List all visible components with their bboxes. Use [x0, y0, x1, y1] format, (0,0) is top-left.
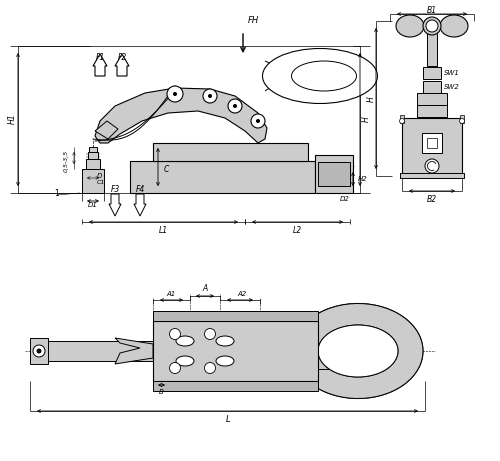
Circle shape — [251, 114, 265, 128]
Text: B1: B1 — [427, 6, 437, 16]
Polygon shape — [318, 325, 398, 377]
Polygon shape — [134, 194, 146, 216]
Text: F2: F2 — [118, 53, 126, 63]
Bar — [88, 152, 98, 159]
Ellipse shape — [293, 303, 423, 398]
Bar — [423, 81, 441, 93]
Bar — [40, 341, 155, 361]
Bar — [402, 118, 462, 176]
Text: L1: L1 — [158, 226, 168, 235]
Text: F3: F3 — [110, 184, 120, 194]
Bar — [153, 321, 318, 381]
Text: H: H — [366, 96, 376, 102]
Ellipse shape — [292, 61, 356, 91]
Bar — [427, 24, 437, 66]
Text: 0,5-3,5: 0,5-3,5 — [64, 150, 68, 172]
Circle shape — [203, 89, 217, 103]
Text: D: D — [97, 173, 102, 179]
Bar — [86, 159, 100, 169]
Circle shape — [228, 99, 242, 113]
Circle shape — [204, 362, 216, 373]
Circle shape — [400, 118, 404, 124]
Circle shape — [170, 362, 180, 373]
Text: A: A — [202, 284, 207, 293]
Circle shape — [460, 118, 464, 124]
Bar — [427, 138, 437, 148]
Polygon shape — [109, 194, 121, 216]
Polygon shape — [115, 54, 129, 76]
Bar — [30, 338, 48, 364]
Ellipse shape — [176, 336, 194, 346]
Text: L2: L2 — [292, 226, 302, 235]
Ellipse shape — [176, 356, 194, 366]
Circle shape — [33, 345, 45, 357]
Text: D2: D2 — [340, 196, 350, 202]
Text: A2: A2 — [238, 291, 246, 297]
Bar — [400, 173, 464, 178]
Ellipse shape — [396, 15, 424, 37]
Text: B: B — [158, 389, 164, 395]
Bar — [315, 155, 353, 193]
Polygon shape — [115, 338, 153, 364]
Ellipse shape — [216, 336, 234, 346]
Text: D1: D1 — [88, 202, 98, 208]
Text: H: H — [362, 116, 370, 122]
Bar — [89, 147, 97, 152]
Bar — [280, 353, 360, 369]
Polygon shape — [95, 121, 118, 139]
Bar — [422, 133, 442, 153]
Text: H1: H1 — [8, 114, 16, 124]
Bar — [153, 143, 308, 161]
Ellipse shape — [216, 356, 234, 366]
Circle shape — [425, 159, 439, 173]
Bar — [82, 169, 104, 193]
Ellipse shape — [423, 17, 441, 35]
Polygon shape — [293, 303, 423, 398]
Bar — [153, 381, 318, 391]
Text: C1: C1 — [97, 181, 106, 185]
Bar — [423, 67, 441, 79]
Bar — [417, 105, 447, 117]
Circle shape — [170, 329, 180, 339]
Ellipse shape — [262, 48, 378, 104]
Text: F4: F4 — [136, 184, 144, 194]
Text: B2: B2 — [427, 195, 437, 204]
Bar — [400, 115, 404, 123]
Text: L: L — [226, 415, 230, 424]
Circle shape — [167, 86, 183, 102]
Bar — [460, 115, 464, 123]
Ellipse shape — [318, 325, 398, 377]
Bar — [153, 311, 318, 321]
Bar — [318, 162, 350, 186]
Circle shape — [208, 95, 212, 97]
Polygon shape — [93, 54, 107, 76]
Bar — [417, 93, 447, 105]
Text: H2: H2 — [358, 176, 368, 182]
Text: F1: F1 — [96, 53, 104, 63]
Ellipse shape — [440, 15, 468, 37]
Text: A1: A1 — [166, 291, 175, 297]
Circle shape — [234, 105, 236, 107]
Bar — [130, 161, 315, 193]
Circle shape — [204, 329, 216, 339]
Circle shape — [256, 119, 260, 123]
Text: SW1: SW1 — [444, 70, 460, 76]
Circle shape — [426, 20, 438, 32]
Polygon shape — [95, 88, 267, 143]
Text: 1: 1 — [54, 189, 60, 197]
Text: C: C — [164, 165, 170, 173]
Circle shape — [37, 349, 41, 353]
Text: FH: FH — [248, 17, 259, 25]
Circle shape — [174, 93, 176, 95]
Text: SW2: SW2 — [444, 84, 460, 90]
